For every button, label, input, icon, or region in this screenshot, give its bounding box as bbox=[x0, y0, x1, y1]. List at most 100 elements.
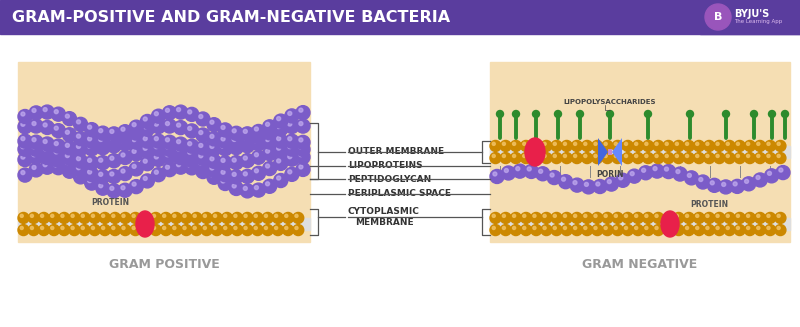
Circle shape bbox=[207, 154, 221, 168]
Circle shape bbox=[129, 162, 143, 176]
Circle shape bbox=[40, 150, 54, 164]
Circle shape bbox=[683, 141, 694, 151]
Circle shape bbox=[151, 120, 166, 134]
Text: GRAM POSITIVE: GRAM POSITIVE bbox=[109, 259, 219, 271]
Circle shape bbox=[562, 141, 572, 151]
Circle shape bbox=[207, 118, 221, 132]
Circle shape bbox=[633, 153, 643, 164]
Circle shape bbox=[110, 186, 114, 190]
Circle shape bbox=[522, 142, 526, 146]
Circle shape bbox=[694, 213, 705, 223]
Circle shape bbox=[533, 142, 536, 146]
Circle shape bbox=[714, 141, 725, 151]
Circle shape bbox=[120, 225, 130, 235]
Circle shape bbox=[174, 144, 188, 158]
Circle shape bbox=[153, 226, 155, 230]
Circle shape bbox=[551, 141, 562, 151]
Circle shape bbox=[746, 226, 750, 230]
Circle shape bbox=[612, 225, 623, 235]
Circle shape bbox=[140, 134, 154, 148]
Circle shape bbox=[547, 171, 562, 184]
Circle shape bbox=[285, 214, 288, 217]
Circle shape bbox=[222, 225, 233, 235]
Circle shape bbox=[744, 225, 755, 235]
Circle shape bbox=[185, 139, 198, 153]
Circle shape bbox=[154, 137, 158, 141]
Circle shape bbox=[522, 214, 526, 217]
Circle shape bbox=[775, 213, 786, 223]
Bar bbox=[490, 146, 790, 158]
Circle shape bbox=[51, 139, 66, 153]
Circle shape bbox=[166, 122, 170, 126]
Circle shape bbox=[274, 226, 278, 230]
Circle shape bbox=[625, 142, 627, 146]
Circle shape bbox=[18, 225, 29, 235]
Circle shape bbox=[706, 142, 709, 146]
Circle shape bbox=[622, 225, 634, 235]
Circle shape bbox=[765, 153, 776, 164]
Circle shape bbox=[665, 167, 669, 171]
Circle shape bbox=[663, 213, 674, 223]
Circle shape bbox=[706, 226, 709, 230]
Circle shape bbox=[107, 139, 121, 153]
Circle shape bbox=[232, 158, 236, 162]
Circle shape bbox=[102, 214, 105, 217]
Ellipse shape bbox=[525, 138, 545, 166]
Circle shape bbox=[767, 154, 770, 158]
Circle shape bbox=[153, 214, 155, 217]
Circle shape bbox=[132, 138, 136, 142]
Circle shape bbox=[221, 144, 225, 148]
Circle shape bbox=[510, 213, 522, 223]
Circle shape bbox=[694, 141, 705, 151]
Circle shape bbox=[765, 225, 776, 235]
Circle shape bbox=[88, 179, 92, 182]
Circle shape bbox=[541, 213, 552, 223]
Circle shape bbox=[262, 126, 277, 140]
Circle shape bbox=[98, 143, 102, 147]
Circle shape bbox=[584, 214, 587, 217]
Circle shape bbox=[118, 166, 132, 181]
Circle shape bbox=[242, 225, 253, 235]
Circle shape bbox=[296, 150, 310, 164]
Circle shape bbox=[181, 225, 192, 235]
Circle shape bbox=[40, 137, 54, 151]
Circle shape bbox=[230, 156, 243, 170]
Circle shape bbox=[612, 213, 623, 223]
Circle shape bbox=[240, 184, 254, 198]
Circle shape bbox=[185, 161, 198, 175]
Circle shape bbox=[594, 142, 597, 146]
Circle shape bbox=[604, 154, 607, 158]
Circle shape bbox=[174, 160, 188, 174]
Circle shape bbox=[686, 154, 689, 158]
Circle shape bbox=[140, 122, 154, 136]
Circle shape bbox=[170, 213, 182, 223]
Circle shape bbox=[571, 225, 582, 235]
Circle shape bbox=[151, 142, 166, 156]
Circle shape bbox=[243, 141, 247, 145]
Circle shape bbox=[685, 171, 698, 185]
Circle shape bbox=[143, 137, 147, 141]
Circle shape bbox=[214, 214, 217, 217]
Circle shape bbox=[79, 225, 90, 235]
Circle shape bbox=[177, 147, 181, 151]
Circle shape bbox=[757, 154, 760, 158]
Circle shape bbox=[522, 226, 526, 230]
Circle shape bbox=[490, 153, 501, 164]
Circle shape bbox=[210, 134, 214, 138]
Text: The Learning App: The Learning App bbox=[734, 20, 782, 25]
Circle shape bbox=[602, 225, 613, 235]
Circle shape bbox=[653, 153, 664, 164]
Circle shape bbox=[596, 182, 600, 186]
Circle shape bbox=[254, 226, 258, 230]
Circle shape bbox=[18, 120, 32, 134]
Circle shape bbox=[562, 225, 572, 235]
Circle shape bbox=[174, 121, 188, 135]
Circle shape bbox=[562, 153, 572, 164]
Circle shape bbox=[274, 114, 288, 128]
Circle shape bbox=[510, 153, 522, 164]
Circle shape bbox=[500, 225, 511, 235]
Circle shape bbox=[663, 141, 674, 151]
Circle shape bbox=[622, 153, 634, 164]
Circle shape bbox=[673, 213, 684, 223]
Circle shape bbox=[20, 214, 23, 217]
